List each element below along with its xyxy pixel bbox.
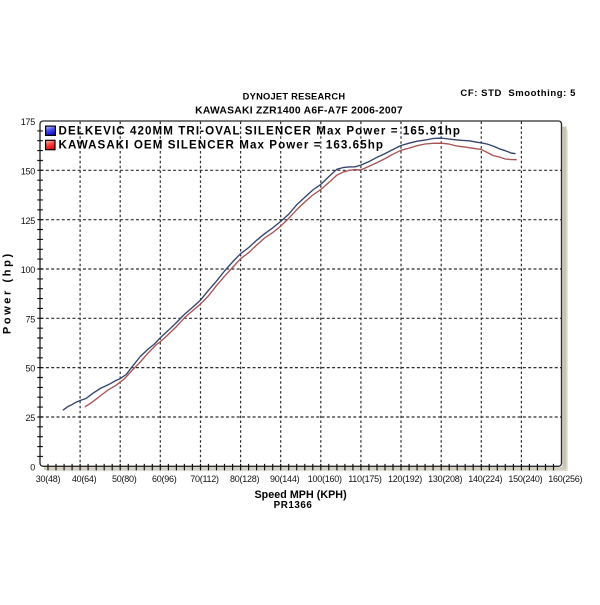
svg-text:130(208): 130(208) <box>428 474 462 484</box>
svg-text:50: 50 <box>25 364 35 374</box>
svg-text:90(144): 90(144) <box>270 474 300 484</box>
svg-text:DYNOJET RESEARCH: DYNOJET RESEARCH <box>243 91 346 101</box>
svg-text:140(224): 140(224) <box>468 474 502 484</box>
svg-text:150(240): 150(240) <box>508 474 542 484</box>
svg-text:175: 175 <box>21 117 36 127</box>
svg-text:125: 125 <box>21 216 36 226</box>
svg-text:100(160): 100(160) <box>308 474 342 484</box>
svg-text:KAWASAKI ZZR1400 A6F-A7F 2006-: KAWASAKI ZZR1400 A6F-A7F 2006-2007 <box>195 106 403 117</box>
svg-text:DELKEVIC 420MM TRI-OVAL SILENC: DELKEVIC 420MM TRI-OVAL SILENCER Max Pow… <box>59 125 462 138</box>
svg-text:80(128): 80(128) <box>230 474 260 484</box>
svg-text:150: 150 <box>21 166 36 176</box>
svg-text:0: 0 <box>30 462 35 472</box>
svg-text:60(96): 60(96) <box>152 474 177 484</box>
svg-text:Speed MPH (KPH): Speed MPH (KPH) <box>254 489 347 501</box>
svg-text:40(64): 40(64) <box>72 474 97 484</box>
svg-text:PR1366: PR1366 <box>274 500 313 511</box>
svg-text:CF: STD Smoothing: 5: CF: STD Smoothing: 5 <box>460 88 576 99</box>
svg-text:110(175): 110(175) <box>348 474 382 484</box>
svg-text:25: 25 <box>25 413 35 423</box>
svg-text:75: 75 <box>25 314 35 324</box>
svg-text:160(256): 160(256) <box>548 474 582 484</box>
svg-text:30(48): 30(48) <box>36 474 61 484</box>
svg-text:50(80): 50(80) <box>112 474 137 484</box>
svg-text:Power (hp): Power (hp) <box>2 251 14 334</box>
svg-text:KAWASAKI OEM SILENCER Max Powe: KAWASAKI OEM SILENCER Max Power = 163.65… <box>59 139 385 152</box>
svg-text:100: 100 <box>21 265 36 275</box>
svg-text:120(192): 120(192) <box>388 474 422 484</box>
svg-text:70(112): 70(112) <box>190 474 219 484</box>
